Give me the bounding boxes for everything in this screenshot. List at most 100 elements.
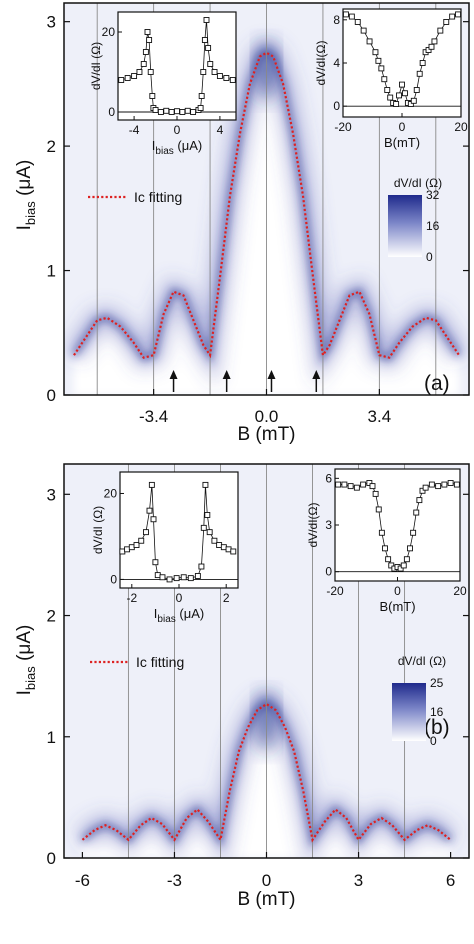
inset-right: -20 0 20 0 3 6 B(mT) dV/dI(Ω) xyxy=(306,468,467,614)
inset-point xyxy=(131,73,138,79)
inset-point xyxy=(187,575,194,582)
y-tick-label: 3 xyxy=(47,485,56,504)
inset-point xyxy=(402,90,408,97)
y-tick-label: 1 xyxy=(47,262,56,281)
x-tick-label: 0 xyxy=(262,871,271,890)
inset-point xyxy=(202,481,209,488)
inset-point xyxy=(375,57,382,64)
inset-x-tick-label: -4 xyxy=(129,123,140,137)
inset-point xyxy=(360,27,367,34)
inset-point xyxy=(225,546,232,553)
y-axis-label-main: I xyxy=(14,225,35,230)
inset-point xyxy=(154,572,161,579)
inset-point xyxy=(381,76,388,83)
ic-fitting-curve xyxy=(81,702,452,843)
inset-point xyxy=(211,537,218,544)
inset-point xyxy=(382,545,388,552)
y-tick-label: 2 xyxy=(47,607,56,626)
inset-y-label: dV/dI(Ω) xyxy=(314,41,328,86)
colorbar-gradient xyxy=(388,195,422,257)
inset-point xyxy=(168,109,175,115)
inset-y-tick-label: 4 xyxy=(333,56,340,70)
legend-label: Ic fitting xyxy=(134,189,182,205)
colorbar-tick-label: 25 xyxy=(430,676,444,690)
inset-x-label-unit: (μA) xyxy=(174,138,202,153)
inset-point xyxy=(413,509,420,516)
y-tick-label: 1 xyxy=(47,728,56,747)
inset-point xyxy=(142,49,149,55)
inset-point xyxy=(410,97,417,104)
inset-point xyxy=(230,548,237,555)
x-axis-label: B (mT) xyxy=(237,889,295,910)
y-axis-label-sub: bias xyxy=(23,666,38,690)
inset-point xyxy=(203,17,210,23)
inset-point xyxy=(136,69,143,75)
inset-x-tick-label: -2 xyxy=(126,591,137,605)
inset-point xyxy=(124,75,131,81)
inset-point xyxy=(118,77,125,83)
inset-point xyxy=(198,563,205,570)
legend-label: Ic fitting xyxy=(136,654,184,670)
inset-point xyxy=(174,108,180,115)
inset-point xyxy=(204,512,211,518)
inset-x-label: B(mT) xyxy=(379,599,415,614)
inset-point xyxy=(413,87,420,93)
x-axis-label: B (mT) xyxy=(237,424,295,445)
inset-point xyxy=(419,60,426,66)
inset-point xyxy=(437,27,444,34)
inset-point xyxy=(133,542,140,548)
inset-point xyxy=(416,70,423,77)
inset-x-tick-label: 0 xyxy=(176,591,183,605)
inset-x-tick-label: -20 xyxy=(326,584,344,598)
x-tick-label: 0.0 xyxy=(255,407,279,426)
inset-point xyxy=(200,524,207,531)
y-tick-label: 2 xyxy=(47,137,56,156)
inset-point xyxy=(384,87,391,93)
colorbar-tick-label: 0 xyxy=(426,250,433,264)
inset-point xyxy=(369,483,376,490)
inset-point xyxy=(443,19,450,25)
inset-point xyxy=(198,93,205,99)
inset-point xyxy=(393,101,400,107)
inset-point xyxy=(419,487,426,494)
inset-point xyxy=(399,81,405,88)
inset-point xyxy=(179,109,186,115)
inset-point xyxy=(197,105,204,111)
inset-point xyxy=(449,13,456,20)
inset-point xyxy=(375,506,382,513)
y-tick-label: 3 xyxy=(47,13,56,32)
inset-point xyxy=(400,562,407,569)
colorbar-gradient xyxy=(392,683,426,741)
inset-point xyxy=(207,61,214,67)
inset-x-tick-label: 0 xyxy=(174,123,181,137)
inset-y-label: dV/dI (Ω) xyxy=(91,506,105,554)
y-axis-label-unit: (μA) xyxy=(14,160,35,202)
inset-point xyxy=(353,484,360,491)
inset-point xyxy=(157,109,164,115)
inset-point xyxy=(341,481,348,488)
inset-y-tick-label: 0 xyxy=(108,105,115,119)
inset-point xyxy=(435,483,442,490)
panel-a: 0 1 2 3 -3.4 0.0 3.4 B (mT) Ibias (μA) (a) Ic fitt… xyxy=(14,2,470,445)
colorbar-tick-label: 16 xyxy=(426,219,440,233)
inset-x-label-sub: bias xyxy=(155,146,173,157)
inset-y-tick-label: 0 xyxy=(110,572,117,586)
inset-y-tick-label: 6 xyxy=(325,471,332,485)
y-axis-label-sub: bias xyxy=(23,201,38,225)
inset-point xyxy=(378,65,385,72)
inset-point xyxy=(148,481,155,488)
inset-point xyxy=(144,29,151,35)
y-axis-label: Ibias (μA) xyxy=(14,160,38,231)
inset-y-tick-label: 3 xyxy=(325,518,332,532)
inset-x-label: Ibias (μA) xyxy=(152,138,202,157)
inset-point xyxy=(149,93,156,99)
inset-point xyxy=(124,546,131,553)
x-tick-label: 3.4 xyxy=(368,407,392,426)
inset-x-tick-label: 2 xyxy=(223,591,230,605)
inset-x-label-unit: (μA) xyxy=(176,606,204,621)
field-arrow-head xyxy=(267,370,276,379)
inset-point xyxy=(335,481,342,488)
inset-x-label-main: I xyxy=(152,138,156,153)
inset-point xyxy=(425,47,432,53)
inset-frame xyxy=(342,8,462,118)
